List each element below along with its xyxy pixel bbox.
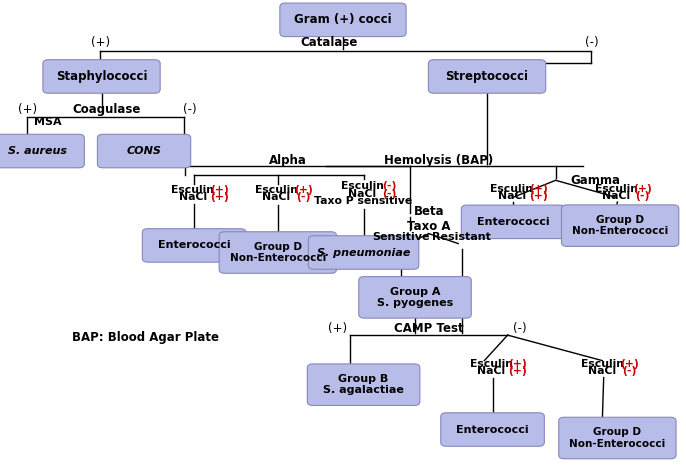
- Text: Coagulase: Coagulase: [72, 103, 141, 116]
- FancyBboxPatch shape: [440, 413, 545, 447]
- Text: Alpha: Alpha: [269, 154, 307, 167]
- FancyBboxPatch shape: [142, 229, 246, 262]
- Text: (-): (-): [622, 366, 636, 377]
- Text: (+): (+): [508, 359, 528, 370]
- Text: NaCl: NaCl: [348, 188, 376, 199]
- Text: Taxo P sensitive: Taxo P sensitive: [314, 195, 413, 206]
- Text: NaCl: NaCl: [263, 192, 290, 202]
- Text: (+): (+): [508, 366, 528, 377]
- FancyBboxPatch shape: [309, 236, 418, 269]
- Text: (+): (+): [328, 322, 347, 335]
- Text: Enterococci: Enterococci: [456, 424, 529, 435]
- Text: Esculin: Esculin: [470, 359, 512, 370]
- Text: Hemolysis (BAP): Hemolysis (BAP): [384, 154, 494, 167]
- Text: Esculin: Esculin: [172, 185, 214, 195]
- Text: Staphylococci: Staphylococci: [56, 70, 147, 83]
- Text: (+): (+): [210, 192, 229, 202]
- Text: (-): (-): [296, 192, 310, 202]
- Text: (-): (-): [182, 103, 196, 116]
- Text: Catalase: Catalase: [300, 36, 358, 49]
- Text: Resistant: Resistant: [432, 232, 491, 243]
- Text: Group B
S. agalactiae: Group B S. agalactiae: [323, 374, 404, 396]
- FancyBboxPatch shape: [561, 205, 679, 246]
- Text: (-): (-): [584, 36, 598, 49]
- Text: (+): (+): [18, 103, 37, 116]
- FancyBboxPatch shape: [0, 134, 84, 168]
- FancyBboxPatch shape: [43, 60, 160, 93]
- Text: Esculin: Esculin: [581, 359, 624, 370]
- Text: (-): (-): [382, 181, 396, 192]
- Text: CONS: CONS: [127, 146, 161, 156]
- Text: Streptococci: Streptococci: [446, 70, 528, 83]
- Text: NaCl: NaCl: [179, 192, 206, 202]
- Text: S. pneumoniae: S. pneumoniae: [317, 247, 410, 258]
- Text: (-): (-): [382, 188, 396, 199]
- FancyBboxPatch shape: [558, 417, 676, 459]
- Text: Group A
S. pyogenes: Group A S. pyogenes: [377, 287, 453, 308]
- Text: Esculin: Esculin: [595, 184, 637, 194]
- Text: (+): (+): [633, 184, 652, 194]
- FancyBboxPatch shape: [428, 60, 546, 93]
- Text: Group D
Non-Enterococci: Group D Non-Enterococci: [230, 242, 326, 263]
- Text: Esculin: Esculin: [490, 184, 533, 194]
- Text: Group D
Non-Enterococci: Group D Non-Enterococci: [569, 427, 665, 449]
- Text: Taxo A: Taxo A: [407, 220, 451, 233]
- FancyBboxPatch shape: [359, 277, 471, 318]
- Text: NaCl: NaCl: [477, 366, 505, 377]
- Text: NaCl: NaCl: [589, 366, 616, 377]
- Text: NaCl: NaCl: [602, 191, 630, 201]
- FancyBboxPatch shape: [307, 364, 420, 405]
- Text: Beta: Beta: [414, 205, 444, 218]
- Text: CAMP Test: CAMP Test: [394, 322, 464, 335]
- Text: (-): (-): [513, 322, 527, 335]
- Text: NaCl: NaCl: [498, 191, 525, 201]
- Text: Esculin: Esculin: [341, 181, 383, 192]
- Text: BAP: Blood Agar Plate: BAP: Blood Agar Plate: [72, 331, 219, 344]
- Text: (+): (+): [210, 185, 229, 195]
- Text: (+): (+): [619, 359, 639, 370]
- FancyBboxPatch shape: [280, 3, 406, 37]
- Text: (+): (+): [294, 185, 313, 195]
- Text: (+): (+): [529, 184, 548, 194]
- Text: (+): (+): [529, 191, 548, 201]
- Text: (-): (-): [636, 191, 650, 201]
- FancyBboxPatch shape: [97, 134, 191, 168]
- Text: Sensitive: Sensitive: [372, 232, 430, 243]
- Text: Enterococci: Enterococci: [477, 217, 549, 227]
- FancyBboxPatch shape: [220, 232, 336, 273]
- Text: Esculin: Esculin: [255, 185, 298, 195]
- FancyBboxPatch shape: [461, 205, 565, 238]
- Text: Gram (+) cocci: Gram (+) cocci: [294, 13, 392, 26]
- Text: (+): (+): [91, 36, 110, 49]
- Text: Group D
Non-Enterococci: Group D Non-Enterococci: [572, 215, 668, 236]
- Text: Enterococci: Enterococci: [158, 240, 230, 251]
- Text: MSA: MSA: [34, 117, 62, 127]
- Text: Gamma: Gamma: [571, 174, 620, 187]
- Text: S. aureus: S. aureus: [8, 146, 67, 156]
